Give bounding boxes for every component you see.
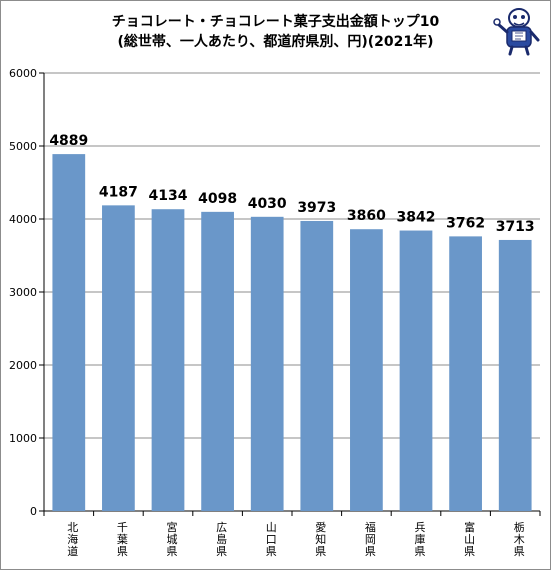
y-tick-label: 5000: [9, 140, 37, 153]
y-tick-label: 3000: [9, 286, 37, 299]
category-label: 栃木県: [514, 520, 525, 558]
category-label: 兵庫県: [415, 521, 426, 558]
bar: [300, 220, 334, 511]
data-label: 3860: [347, 208, 386, 224]
bar: [399, 230, 433, 511]
bar: [201, 211, 234, 511]
category-label: 北海道: [67, 521, 78, 558]
y-tick-label: 1000: [9, 432, 37, 445]
data-label: 3762: [446, 215, 485, 231]
category-labels: 北海道 千葉県 宮城県 広島県 山口県 愛知県 福岡県 兵庫県 富山県 栃木県: [67, 520, 524, 558]
category-label: 千葉県: [117, 521, 128, 558]
data-label: 4098: [198, 191, 237, 207]
data-label: 3842: [397, 210, 436, 226]
chart-title-line1: チョコレート・チョコレート菓子支出金額トップ10: [111, 14, 440, 30]
bar: [250, 216, 284, 511]
data-label: 3713: [496, 219, 535, 235]
mascot-icon: [493, 8, 540, 56]
chart-title-line2: (総世帯、一人あたり、都道府県別、円)(2021年): [117, 34, 434, 50]
category-label: 山口県: [266, 521, 277, 558]
data-label: 4187: [99, 184, 138, 200]
y-tick-label: 2000: [9, 359, 37, 372]
y-tick-label: 0: [30, 505, 37, 518]
bars: [52, 154, 532, 512]
data-labels: 4889 4187 4134 4098 4030 3973 3860 3842 3762 3713: [49, 133, 534, 235]
y-tick-label: 6000: [9, 67, 37, 80]
data-label: 4134: [149, 188, 188, 204]
category-label: 愛知県: [315, 521, 326, 558]
category-label: 富山県: [464, 520, 475, 558]
data-label: 3973: [297, 200, 336, 216]
bar: [498, 239, 532, 512]
y-tick-labels: 0 1000 2000 3000 4000 5000 6000: [9, 67, 37, 518]
bar: [52, 154, 86, 511]
bar: [151, 209, 185, 511]
data-label: 4030: [248, 196, 287, 212]
bar: [449, 236, 482, 511]
chart-title: チョコレート・チョコレート菓子支出金額トップ10 (総世帯、一人あたり、都道府県…: [0, 12, 551, 52]
data-label: 4889: [49, 133, 88, 149]
y-tick-label: 4000: [9, 213, 37, 226]
bar: [102, 205, 135, 511]
category-label: 福岡県: [365, 520, 376, 558]
bar: [350, 229, 383, 511]
category-label: 宮城県: [167, 520, 178, 558]
category-label: 広島県: [216, 521, 227, 558]
